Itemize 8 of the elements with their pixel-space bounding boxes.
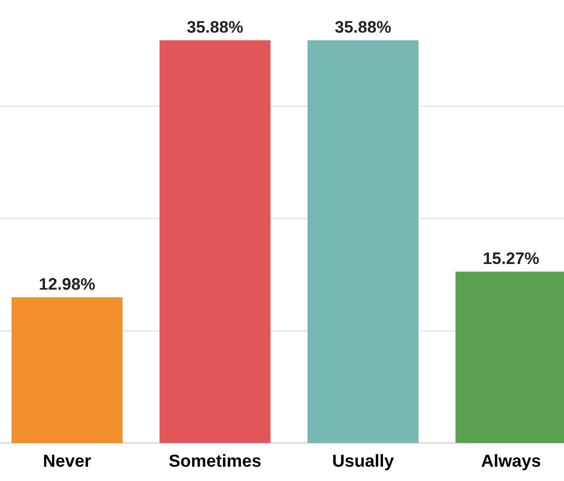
x-tick-label: Usually xyxy=(333,454,394,470)
data-label: 35.88% xyxy=(335,21,391,33)
data-label: 35.88% xyxy=(187,21,243,33)
x-tick-label: Never xyxy=(44,454,91,467)
data-label: 12.98% xyxy=(40,278,95,290)
x-tick-label: Sometimes xyxy=(169,454,261,467)
data-label: 15.27% xyxy=(484,252,539,264)
x-tick-label: Always xyxy=(482,454,540,470)
